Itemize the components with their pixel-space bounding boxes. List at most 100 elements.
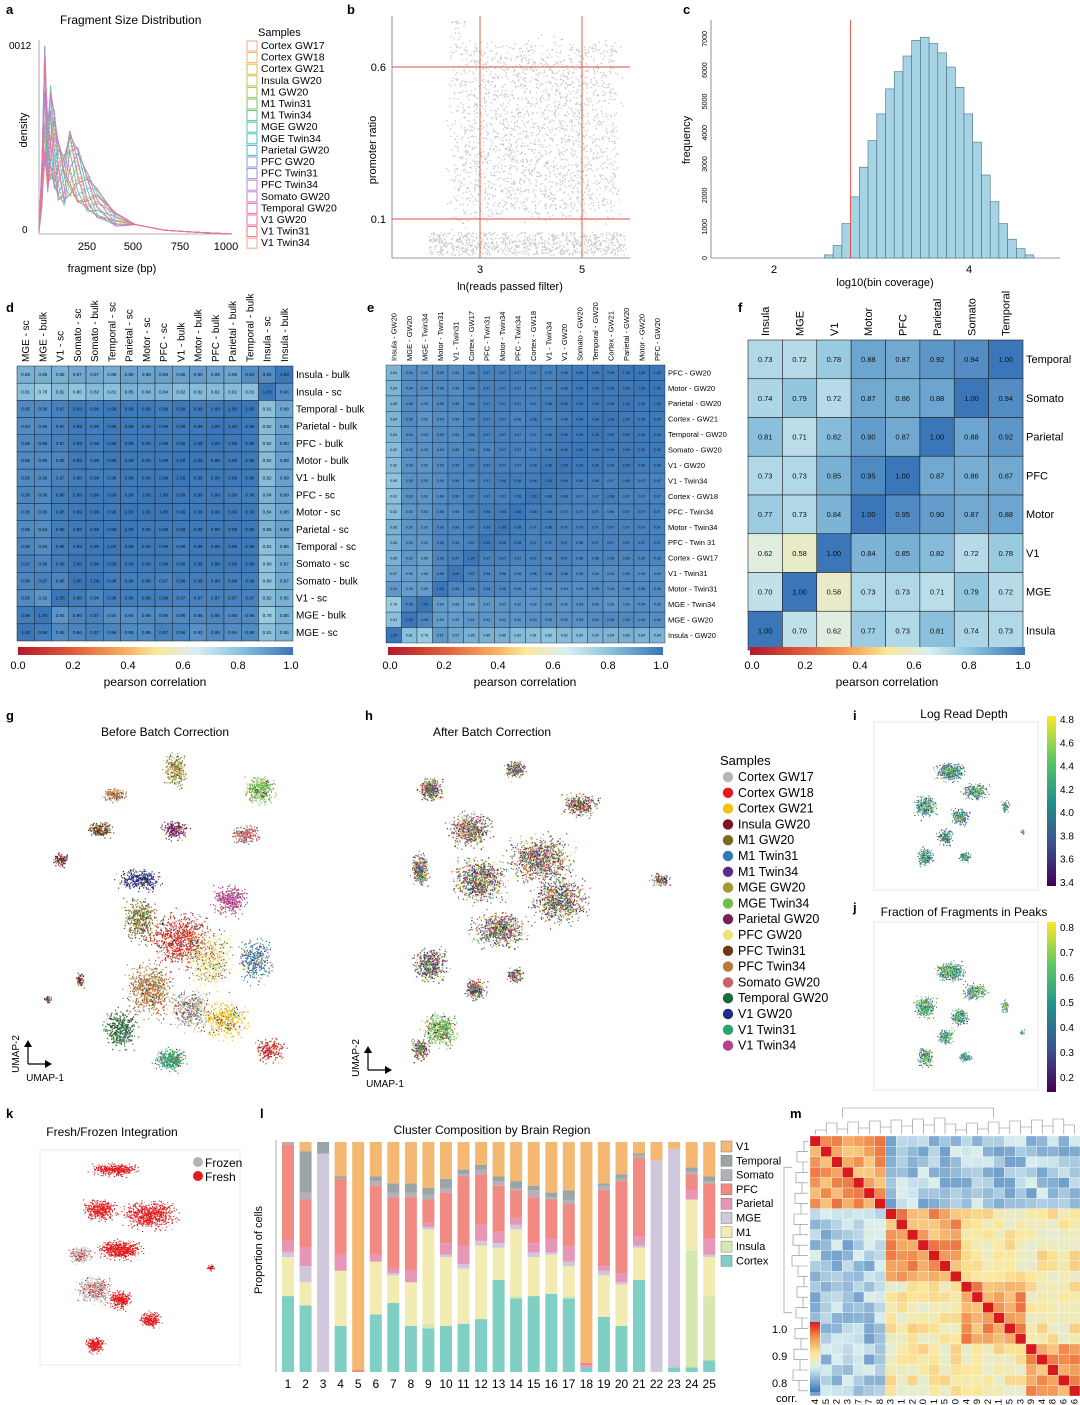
panel-m-cell [1004, 1229, 1016, 1241]
panel-e-cell-label: 0.93 [421, 479, 428, 483]
panel-d-cell-label: 0.99 [176, 527, 185, 532]
panel-m-cell [1036, 1385, 1048, 1397]
panel-m-cell [1058, 1333, 1070, 1345]
panel-l-xtick: 7 [390, 1377, 397, 1391]
panel-m-cell [1015, 1146, 1027, 1157]
panel-e-cell-label: 1.00 [545, 479, 552, 483]
panel-l-bar-segment [562, 1199, 575, 1205]
panel-d-cbar-tick-5: 1.0 [283, 660, 298, 672]
panel-e-cell-label: 0.98 [499, 541, 506, 545]
panel-l-bar-segment [492, 1231, 505, 1244]
panel-m-cell [820, 1156, 832, 1168]
panel-l-bar-segment [457, 1263, 470, 1269]
panel-d-cell-label: 0.99 [125, 561, 134, 566]
panel-d-cell-label: 0.95 [142, 613, 151, 618]
panel-l-legend-entry: Parietal [736, 1198, 773, 1210]
panel-e-cell-label: 0.97 [514, 371, 521, 375]
panel-e-cell-label: 0.97 [514, 448, 521, 452]
panel-d-row-label: MGE - sc [296, 628, 338, 639]
j-tick: 0.6 [1060, 973, 1074, 984]
panel-label-l: l [260, 1106, 264, 1121]
panel-m-cell [982, 1364, 994, 1376]
panel-m-cell [831, 1135, 843, 1147]
panel-c-ytick: 7000 [702, 31, 709, 47]
panel-d-cell-label: 0.99 [228, 510, 237, 515]
panel-f-cell-label: 0.81 [930, 626, 945, 635]
panel-m-cell [809, 1187, 821, 1199]
panel-m-cell [971, 1343, 983, 1355]
panel-l-bar-segment [457, 1142, 470, 1170]
panel-c-xtick-4: 4 [966, 264, 972, 276]
panel-m-cell [928, 1291, 940, 1303]
panel-m-cell [971, 1146, 983, 1157]
panel-m-col-label: 5 [940, 1399, 951, 1404]
panel-d-cell-label: 0.85 [280, 596, 289, 601]
panel-d-cell-label: 0.82 [263, 441, 272, 446]
g-cluster-points [48, 759, 280, 1067]
i-tick: 4.0 [1060, 808, 1074, 819]
panel-l-bar-segment [440, 1254, 452, 1257]
panel-m-cell [820, 1146, 832, 1157]
panel-d-cell-label: 0.99 [107, 527, 116, 532]
panel-d-cell-label: 0.95 [228, 613, 237, 618]
panel-m-cell [928, 1135, 940, 1147]
panel-l-xtick: 10 [439, 1377, 453, 1391]
panel-e-cell-label: 0.92 [499, 603, 506, 607]
panel-m-cell [950, 1312, 962, 1324]
panel-m-cell [993, 1250, 1005, 1261]
panel-e-cell-label: 0.92 [499, 618, 506, 622]
panel-m-cell [961, 1198, 973, 1209]
panel-m-cell [993, 1312, 1005, 1324]
panel-m-cell [831, 1239, 843, 1251]
panel-e-cell-label: 0.98 [545, 433, 552, 437]
panel-l-bar-segment [562, 1266, 575, 1297]
panel-m-cell [961, 1167, 973, 1178]
panel-m-cell [1025, 1187, 1037, 1199]
panel-f-cell-label: 0.72 [999, 588, 1014, 597]
panel-f-cell-label: 0.95 [895, 510, 910, 519]
panel-d-colorbar-gradient [18, 647, 293, 655]
panel-m-cell [874, 1302, 886, 1313]
panel-d-cell-label: 0.99 [107, 441, 116, 446]
panel-d-cell-label: 0.98 [142, 578, 151, 583]
panel-e-cell-label: 0.97 [530, 402, 537, 406]
panel-a-legend-entry: PFC GW20 [261, 156, 315, 168]
panel-m-dendrogram [783, 1107, 1075, 1392]
panel-e-cell-label: 1.00 [530, 495, 537, 499]
g-cluster-points [45, 761, 277, 1069]
panel-l-bar-segment [299, 1142, 312, 1152]
panel-m-cell [928, 1187, 940, 1199]
panel-h-legend-entry: Insula GW20 [738, 817, 810, 831]
panel-d-cbar-tick-1: 0.2 [65, 660, 80, 672]
panel-h-legend-dot [722, 1040, 734, 1051]
j-tick: 0.2 [1060, 1073, 1074, 1084]
panel-m-cell [1036, 1135, 1048, 1147]
panel-e-cell-label: 0.87 [390, 572, 397, 576]
panel-m-cell [831, 1208, 843, 1220]
panel-m-cell [1025, 1323, 1037, 1334]
panel-m-cell [863, 1271, 875, 1282]
panel-f-cell [953, 533, 989, 573]
panel-d-cell-label: 0.98 [73, 596, 82, 601]
panel-m-cell [917, 1364, 929, 1376]
panel-m-cell [1025, 1135, 1037, 1147]
panel-d-row-label: Somato - bulk [296, 576, 359, 587]
panel-e-cell-label: 0.98 [592, 479, 599, 483]
panel-e-cell-label: 0.98 [576, 479, 583, 483]
panel-d-cell-label: 0.99 [211, 510, 220, 515]
panel-d-cell-label: 0.99 [159, 527, 168, 532]
panel-m-cell [1069, 1156, 1080, 1168]
panel-l-bar-segment [545, 1142, 558, 1193]
panel-l-bar-segment [615, 1178, 628, 1182]
panel-e-cell-label: 0.97 [592, 495, 599, 499]
panel-m-cell [907, 1146, 919, 1157]
panel-e-cell-label: 0.96 [468, 417, 475, 421]
panel-m-cell [1015, 1208, 1027, 1220]
panel-m-cell [1036, 1343, 1048, 1355]
panel-f-cell [816, 572, 852, 612]
panel-l-bar-segment [633, 1236, 645, 1246]
panel-m-col-label: 17 [853, 1399, 864, 1405]
panel-e-cell-label: 0.95 [437, 371, 444, 375]
panel-e-cell-label: 0.95 [607, 618, 614, 622]
